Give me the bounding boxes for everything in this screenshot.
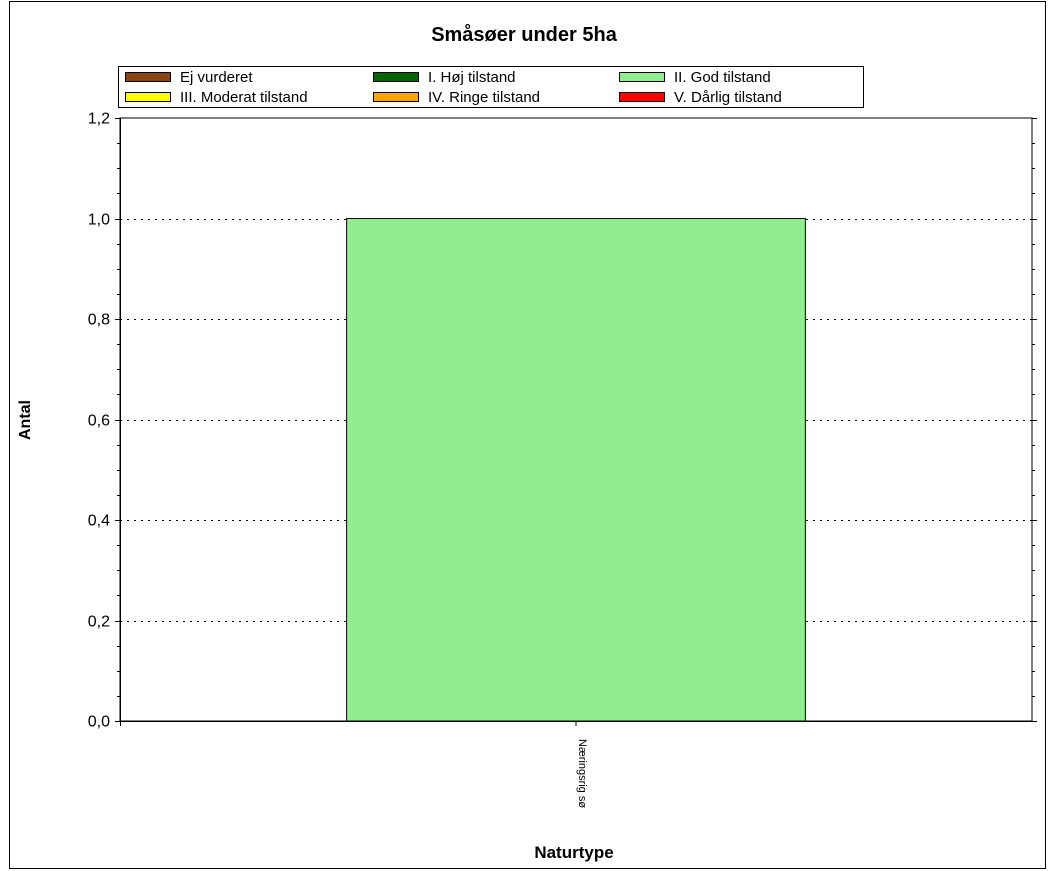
y-tick-label: 1,2 [88, 111, 110, 128]
y-tick-label: 0,6 [88, 413, 110, 430]
y-tick-label: 0,0 [88, 714, 110, 731]
chart-title: Småsøer under 5ha [431, 24, 617, 46]
legend-swatch [619, 92, 665, 102]
legend-label: III. Moderat tilstand [180, 88, 308, 106]
legend-swatch [619, 72, 665, 82]
legend-label: Ej vurderet [180, 68, 253, 86]
x-tick-label: Næringsrig sø [576, 739, 588, 808]
y-tick-label: 0,2 [88, 614, 110, 631]
legend-item-god-tilstand: II. God tilstand [619, 68, 771, 86]
legend-item-moderat-tilstand: III. Moderat tilstand [125, 88, 308, 106]
legend-label: II. God tilstand [674, 68, 771, 86]
legend-swatch [125, 72, 171, 82]
legend-label: IV. Ringe tilstand [428, 88, 541, 106]
y-tick-label: 1,0 [88, 212, 110, 229]
legend-swatch [373, 92, 419, 102]
legend-item-ej-vurderet: Ej vurderet [125, 68, 253, 86]
y-tick-label: 0,8 [88, 312, 110, 329]
y-tick-label: 0,4 [88, 513, 110, 530]
bar [346, 218, 806, 722]
x-axis-label: Naturtype [534, 843, 614, 862]
chart-legend: Ej vurderet I. Høj tilstand II. God tils… [118, 66, 864, 108]
legend-swatch [373, 72, 419, 82]
legend-item-daarlig-tilstand: V. Dårlig tilstand [619, 88, 782, 106]
legend-item-ringe-tilstand: IV. Ringe tilstand [373, 88, 540, 106]
legend-swatch [125, 92, 171, 102]
legend-item-hoej-tilstand: I. Høj tilstand [373, 68, 516, 86]
legend-label: V. Dårlig tilstand [674, 88, 782, 106]
legend-label: I. Høj tilstand [428, 68, 516, 86]
